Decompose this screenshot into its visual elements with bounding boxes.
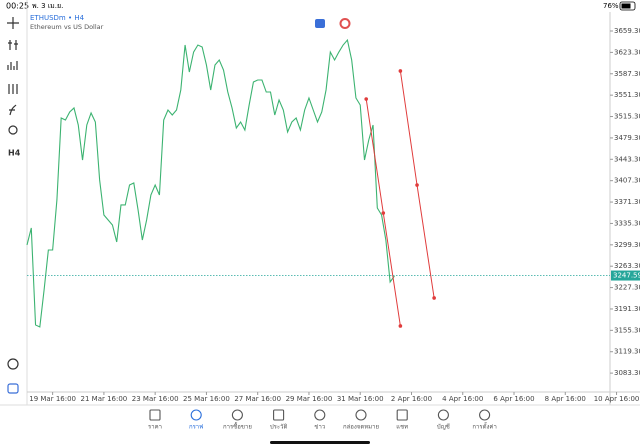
- x-tick-label: 10 Apr 16:00: [594, 395, 640, 403]
- chart-type-tool[interactable]: [8, 40, 18, 50]
- app-tool[interactable]: [7, 383, 19, 394]
- status-time: 00:25: [6, 2, 29, 11]
- current-price-tag: [611, 270, 640, 281]
- nav-icon[interactable]: [437, 409, 449, 421]
- trend-point: [432, 296, 436, 300]
- nav-label[interactable]: บัญชี: [437, 423, 450, 431]
- trend-point: [381, 211, 386, 215]
- left-toolbar: [7, 17, 19, 394]
- nav-icon[interactable]: [396, 409, 408, 421]
- x-tick-label: 31 Mar 16:00: [337, 395, 384, 403]
- y-tick-label: 3623.30: [614, 48, 640, 56]
- nav-label[interactable]: การซื้อขาย: [223, 421, 252, 431]
- x-tick-label: 6 Apr 16:00: [493, 395, 534, 403]
- x-tick-label: 27 Mar 16:00: [234, 395, 281, 403]
- y-tick-label: 3371.30: [614, 198, 640, 206]
- search-tool[interactable]: [7, 358, 19, 370]
- x-tick-label: 23 Mar 16:00: [132, 395, 179, 403]
- nav-label[interactable]: ราคา: [148, 424, 162, 431]
- trend-point: [415, 183, 419, 187]
- template-tool[interactable]: [8, 125, 18, 135]
- battery-level: [621, 3, 631, 9]
- nav-label[interactable]: ข่าว: [314, 424, 325, 431]
- nav-label[interactable]: แชท: [396, 424, 408, 431]
- nav-label[interactable]: กราฟ: [189, 424, 203, 431]
- y-tick-label: 3263.30: [614, 262, 640, 270]
- x-tick-label: 25 Mar 16:00: [183, 395, 230, 403]
- y-tick-label: 3299.30: [614, 241, 640, 249]
- nav-icon[interactable]: [479, 409, 491, 421]
- y-tick-label: 3191.30: [614, 305, 640, 313]
- timeframe-button[interactable]: H4: [8, 149, 21, 158]
- y-tick-label: 3407.30: [614, 177, 640, 185]
- function-tool[interactable]: [9, 104, 17, 116]
- status-date: พ. 3 เม.ย.: [32, 2, 63, 10]
- y-tick-label: 3119.30: [614, 348, 640, 356]
- indicators-tool[interactable]: [7, 61, 18, 70]
- nav-icon[interactable]: [273, 409, 285, 421]
- trade-button[interactable]: [315, 19, 325, 28]
- y-tick-label: 3083.30: [614, 369, 640, 377]
- quick-button[interactable]: [339, 18, 351, 29]
- symbol-description: Ethereum vs US Dollar: [30, 23, 104, 31]
- home-indicator: [270, 441, 370, 444]
- crosshair-tool[interactable]: [7, 17, 19, 29]
- nav-label[interactable]: กล่องจดหมาย: [343, 424, 379, 431]
- y-tick-label: 3587.30: [614, 70, 640, 78]
- battery-text: 76%: [603, 2, 619, 10]
- nav-label[interactable]: ประวัติ: [270, 424, 288, 431]
- y-tick-label: 3155.30: [614, 326, 640, 334]
- nav-icon[interactable]: [149, 409, 161, 421]
- current-price-label: 3247.59: [613, 272, 640, 280]
- x-tick-label: 8 Apr 16:00: [545, 395, 586, 403]
- nav-label[interactable]: การตั้งค่า: [472, 421, 496, 431]
- nav-icon[interactable]: [314, 409, 326, 421]
- x-tick-label: 21 Mar 16:00: [81, 395, 128, 403]
- y-tick-label: 3659.30: [614, 27, 640, 35]
- trend-point: [398, 324, 403, 328]
- nav-icon[interactable]: [355, 409, 367, 421]
- y-tick-label: 3335.30: [614, 219, 640, 227]
- x-tick-label: 19 Mar 16:00: [29, 395, 76, 403]
- objects-tool[interactable]: [8, 84, 18, 94]
- y-tick-label: 3515.30: [614, 113, 640, 121]
- x-tick-label: 2 Apr 16:00: [391, 395, 432, 403]
- battery-icon: [619, 1, 636, 11]
- bottom-nav: ราคา กราฟ การซื้อขาย ประวัติ ข่าว กล่องจดหมาย…: [148, 409, 497, 431]
- price-line: [26, 38, 395, 328]
- trend-point: [398, 69, 403, 73]
- symbol-name[interactable]: ETHUSDm • H4: [30, 14, 85, 22]
- y-tick-label: 3227.30: [614, 284, 640, 292]
- nav-icon[interactable]: [190, 409, 202, 421]
- x-tick-label: 4 Apr 16:00: [442, 395, 483, 403]
- nav-icon[interactable]: [231, 409, 243, 421]
- trend-point: [364, 97, 369, 101]
- y-tick-label: 3443.30: [614, 155, 640, 163]
- x-tick-label: 29 Mar 16:00: [286, 395, 333, 403]
- y-tick-label: 3551.30: [614, 91, 640, 99]
- y-tick-label: 3479.30: [614, 134, 640, 142]
